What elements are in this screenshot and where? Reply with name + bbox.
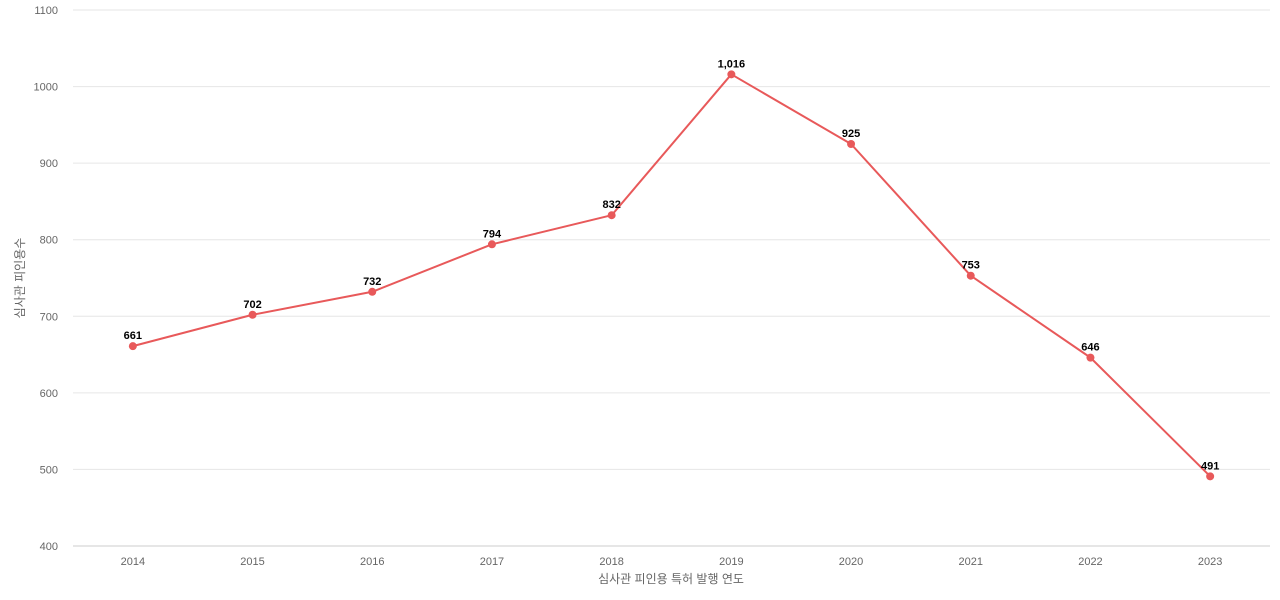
data-point bbox=[368, 287, 377, 296]
y-tick-label: 500 bbox=[40, 464, 58, 476]
data-label: 1,016 bbox=[718, 58, 746, 70]
y-axis-ticks: 400 500 600 700 800 900 1000 1100 bbox=[34, 5, 58, 553]
data-label: 925 bbox=[842, 128, 860, 140]
y-tick-label: 400 bbox=[40, 541, 58, 553]
data-label: 646 bbox=[1081, 342, 1099, 354]
data-label: 794 bbox=[483, 228, 502, 240]
data-label: 491 bbox=[1201, 460, 1219, 472]
data-label: 702 bbox=[243, 299, 261, 311]
y-axis-title: 심사관 피인용수 bbox=[13, 238, 27, 319]
data-point bbox=[966, 271, 975, 280]
data-point bbox=[727, 70, 736, 79]
x-tick-label: 2017 bbox=[480, 556, 504, 568]
x-tick-label: 2016 bbox=[360, 556, 384, 568]
data-point bbox=[607, 211, 616, 220]
x-tick-label: 2021 bbox=[959, 556, 983, 568]
y-tick-label: 600 bbox=[40, 388, 58, 400]
x-axis-title: 심사관 피인용 특허 발행 연도 bbox=[598, 571, 744, 586]
data-label: 753 bbox=[962, 260, 980, 272]
data-point bbox=[248, 310, 257, 319]
series-line bbox=[132, 73, 1211, 478]
x-tick-label: 2022 bbox=[1078, 556, 1102, 568]
data-labels: 661 702 732 794 832 1,016 925 753 646 491 bbox=[124, 58, 1220, 472]
x-tick-label: 2018 bbox=[599, 556, 623, 568]
data-point bbox=[487, 240, 496, 249]
x-tick-label: 2023 bbox=[1198, 556, 1222, 568]
data-point bbox=[1206, 472, 1215, 481]
grid-lines bbox=[73, 9, 1270, 547]
data-point bbox=[847, 140, 856, 148]
x-tick-label: 2019 bbox=[719, 556, 743, 568]
y-tick-label: 1000 bbox=[34, 82, 58, 94]
y-tick-label: 700 bbox=[40, 311, 58, 323]
data-points bbox=[128, 70, 1215, 481]
y-tick-label: 800 bbox=[40, 235, 58, 247]
x-axis-ticks: 2014 2015 2016 2017 2018 2019 2020 2021 2022 2023 bbox=[121, 556, 1223, 568]
x-tick-label: 2014 bbox=[121, 556, 145, 568]
data-label: 661 bbox=[124, 330, 142, 342]
data-label: 832 bbox=[602, 199, 620, 211]
data-point bbox=[128, 342, 137, 351]
data-label: 732 bbox=[363, 276, 381, 288]
x-tick-label: 2015 bbox=[240, 556, 264, 568]
y-tick-label: 900 bbox=[40, 158, 58, 170]
x-tick-label: 2020 bbox=[839, 556, 863, 568]
data-point bbox=[1086, 353, 1095, 362]
y-tick-label: 1100 bbox=[34, 5, 58, 17]
series-line-group bbox=[132, 73, 1211, 478]
